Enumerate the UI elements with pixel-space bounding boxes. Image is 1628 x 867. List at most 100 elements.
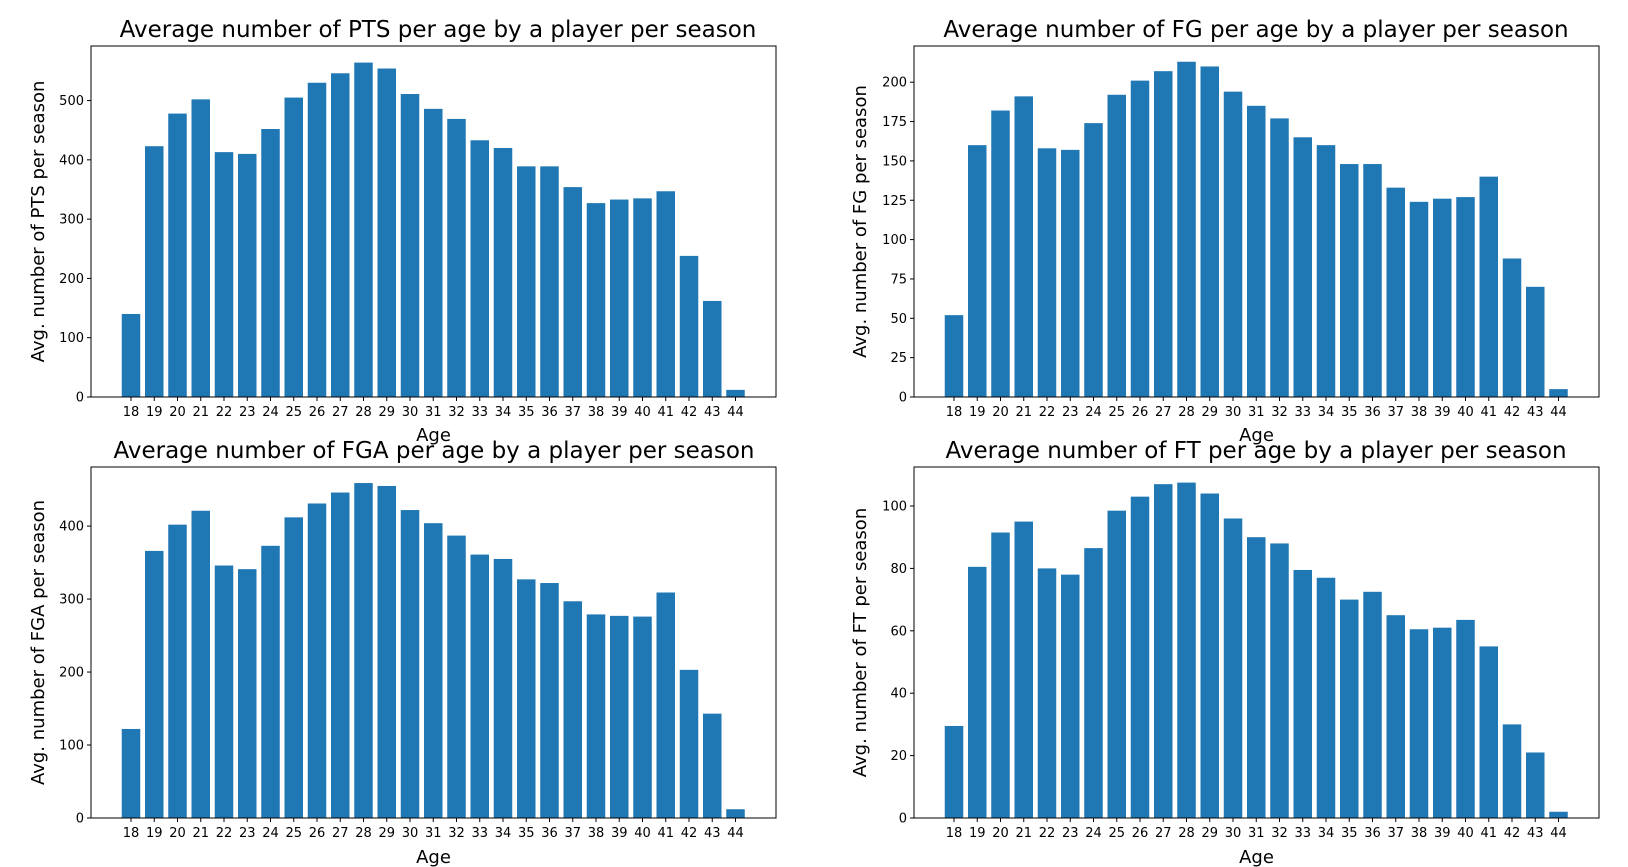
x-tick-label: 31 (1248, 405, 1265, 420)
x-tick-label: 41 (657, 826, 674, 841)
bar-age-38 (1409, 201, 1429, 397)
x-tick-label: 22 (216, 826, 233, 841)
bar-age-33 (1293, 569, 1312, 818)
bar-age-26 (1130, 80, 1150, 397)
bar-age-33 (470, 140, 489, 397)
x-tick-label: 26 (309, 405, 326, 420)
chart-title: Average number of PTS per age by a playe… (120, 17, 757, 43)
bar-age-43 (1526, 752, 1545, 818)
x-tick-label: 21 (1015, 826, 1032, 841)
x-tick-label: 43 (1527, 826, 1544, 841)
x-tick-label: 42 (681, 405, 698, 420)
bar-age-42 (1502, 258, 1522, 397)
x-tick-label: 25 (1108, 826, 1125, 841)
bar-age-34 (1316, 577, 1336, 818)
chart-title: Average number of FG per age by a player… (943, 17, 1568, 43)
x-tick-label: 31 (425, 405, 442, 420)
bar-age-21 (191, 510, 210, 818)
x-tick-label: 20 (169, 826, 186, 841)
bar-age-25 (1107, 510, 1126, 818)
bar-age-23 (1061, 149, 1080, 397)
x-tick-label: 38 (588, 826, 605, 841)
bar-age-39 (610, 615, 629, 818)
bar-age-24 (261, 545, 280, 818)
bars (121, 483, 745, 818)
bar-age-35 (517, 579, 536, 818)
bar-age-23 (1061, 574, 1080, 818)
x-tick-label: 44 (1550, 405, 1567, 420)
bar-age-34 (493, 147, 513, 397)
bar-age-37 (563, 187, 582, 397)
bar-age-29 (1200, 493, 1219, 818)
x-tick-label: 36 (541, 826, 558, 841)
x-axis-label: Age (416, 847, 451, 867)
plot-frame (90, 45, 777, 398)
bar-age-20 (991, 110, 1010, 397)
chart-panel-3: Average number of FGA per age by a playe… (28, 438, 777, 867)
x-tick-label: 43 (704, 405, 721, 420)
x-tick-label: 25 (285, 405, 302, 420)
x-tick-label: 21 (192, 826, 209, 841)
x-tick-label: 33 (471, 405, 488, 420)
x-tick-label: 39 (1434, 826, 1451, 841)
bar-age-19 (145, 146, 164, 397)
x-tick-label: 42 (1504, 405, 1521, 420)
x-tick-label: 26 (1132, 826, 1149, 841)
x-tick-label: 22 (1039, 826, 1056, 841)
x-tick-label: 30 (1225, 826, 1242, 841)
chart-panel-1: Average number of PTS per age by a playe… (28, 17, 777, 446)
x-tick-label: 41 (657, 405, 674, 420)
bar-age-20 (168, 524, 187, 818)
x-tick-label: 26 (1132, 405, 1149, 420)
bar-age-22 (214, 152, 234, 397)
x-axis-ticks: 18 19 20 21 22 23 24 25 26 27 28 29 30 31 32 33 34 35 36 37… (123, 397, 744, 420)
bar-age-35 (517, 166, 536, 397)
x-tick-label: 42 (681, 826, 698, 841)
x-tick-label: 36 (1364, 405, 1381, 420)
bar-age-30 (400, 510, 420, 818)
y-axis-ticks: 0 25 50 75 100 125 150 175 200 (882, 76, 914, 406)
x-tick-label: 26 (309, 826, 326, 841)
bar-age-29 (377, 68, 396, 397)
x-tick-label: 21 (192, 405, 209, 420)
x-tick-label: 23 (239, 826, 256, 841)
y-tick-label: 50 (890, 312, 907, 327)
x-tick-label: 33 (471, 826, 488, 841)
plot-frame (913, 466, 1600, 819)
bar-age-30 (400, 94, 420, 397)
bar-age-31 (424, 523, 443, 818)
bar-age-22 (1037, 148, 1057, 397)
bar-age-33 (1293, 137, 1312, 398)
bar-age-18 (944, 315, 964, 397)
x-tick-label: 32 (1271, 826, 1288, 841)
x-axis-label: Age (416, 425, 451, 446)
bar-age-31 (1247, 105, 1266, 397)
bar-age-43 (703, 300, 722, 397)
y-tick-label: 25 (890, 351, 907, 366)
y-axis-label: Avg. number of FGA per season (28, 500, 49, 785)
bar-age-21 (191, 99, 210, 398)
bar-age-37 (563, 601, 582, 818)
bar-age-40 (633, 616, 652, 818)
y-tick-label: 0 (899, 812, 907, 827)
bar-age-38 (1409, 629, 1429, 818)
bar-age-27 (1154, 71, 1173, 398)
x-tick-label: 19 (969, 826, 986, 841)
x-tick-label: 38 (1411, 405, 1428, 420)
bar-age-20 (168, 113, 187, 397)
x-axis-label: Age (1239, 425, 1274, 446)
x-tick-label: 31 (1248, 826, 1265, 841)
bar-age-36 (1363, 164, 1382, 397)
y-tick-label: 400 (59, 153, 84, 168)
bar-age-38 (586, 203, 606, 397)
y-axis-ticks: 0 20 40 60 80 100 (882, 500, 914, 827)
bar-age-28 (1177, 61, 1196, 398)
bar-age-25 (284, 517, 303, 818)
bars (944, 482, 1568, 818)
x-tick-label: 22 (216, 405, 233, 420)
x-tick-label: 34 (495, 826, 512, 841)
y-tick-label: 200 (59, 666, 84, 681)
bars (121, 62, 745, 398)
bar-age-21 (1014, 521, 1033, 818)
x-tick-label: 29 (378, 826, 395, 841)
